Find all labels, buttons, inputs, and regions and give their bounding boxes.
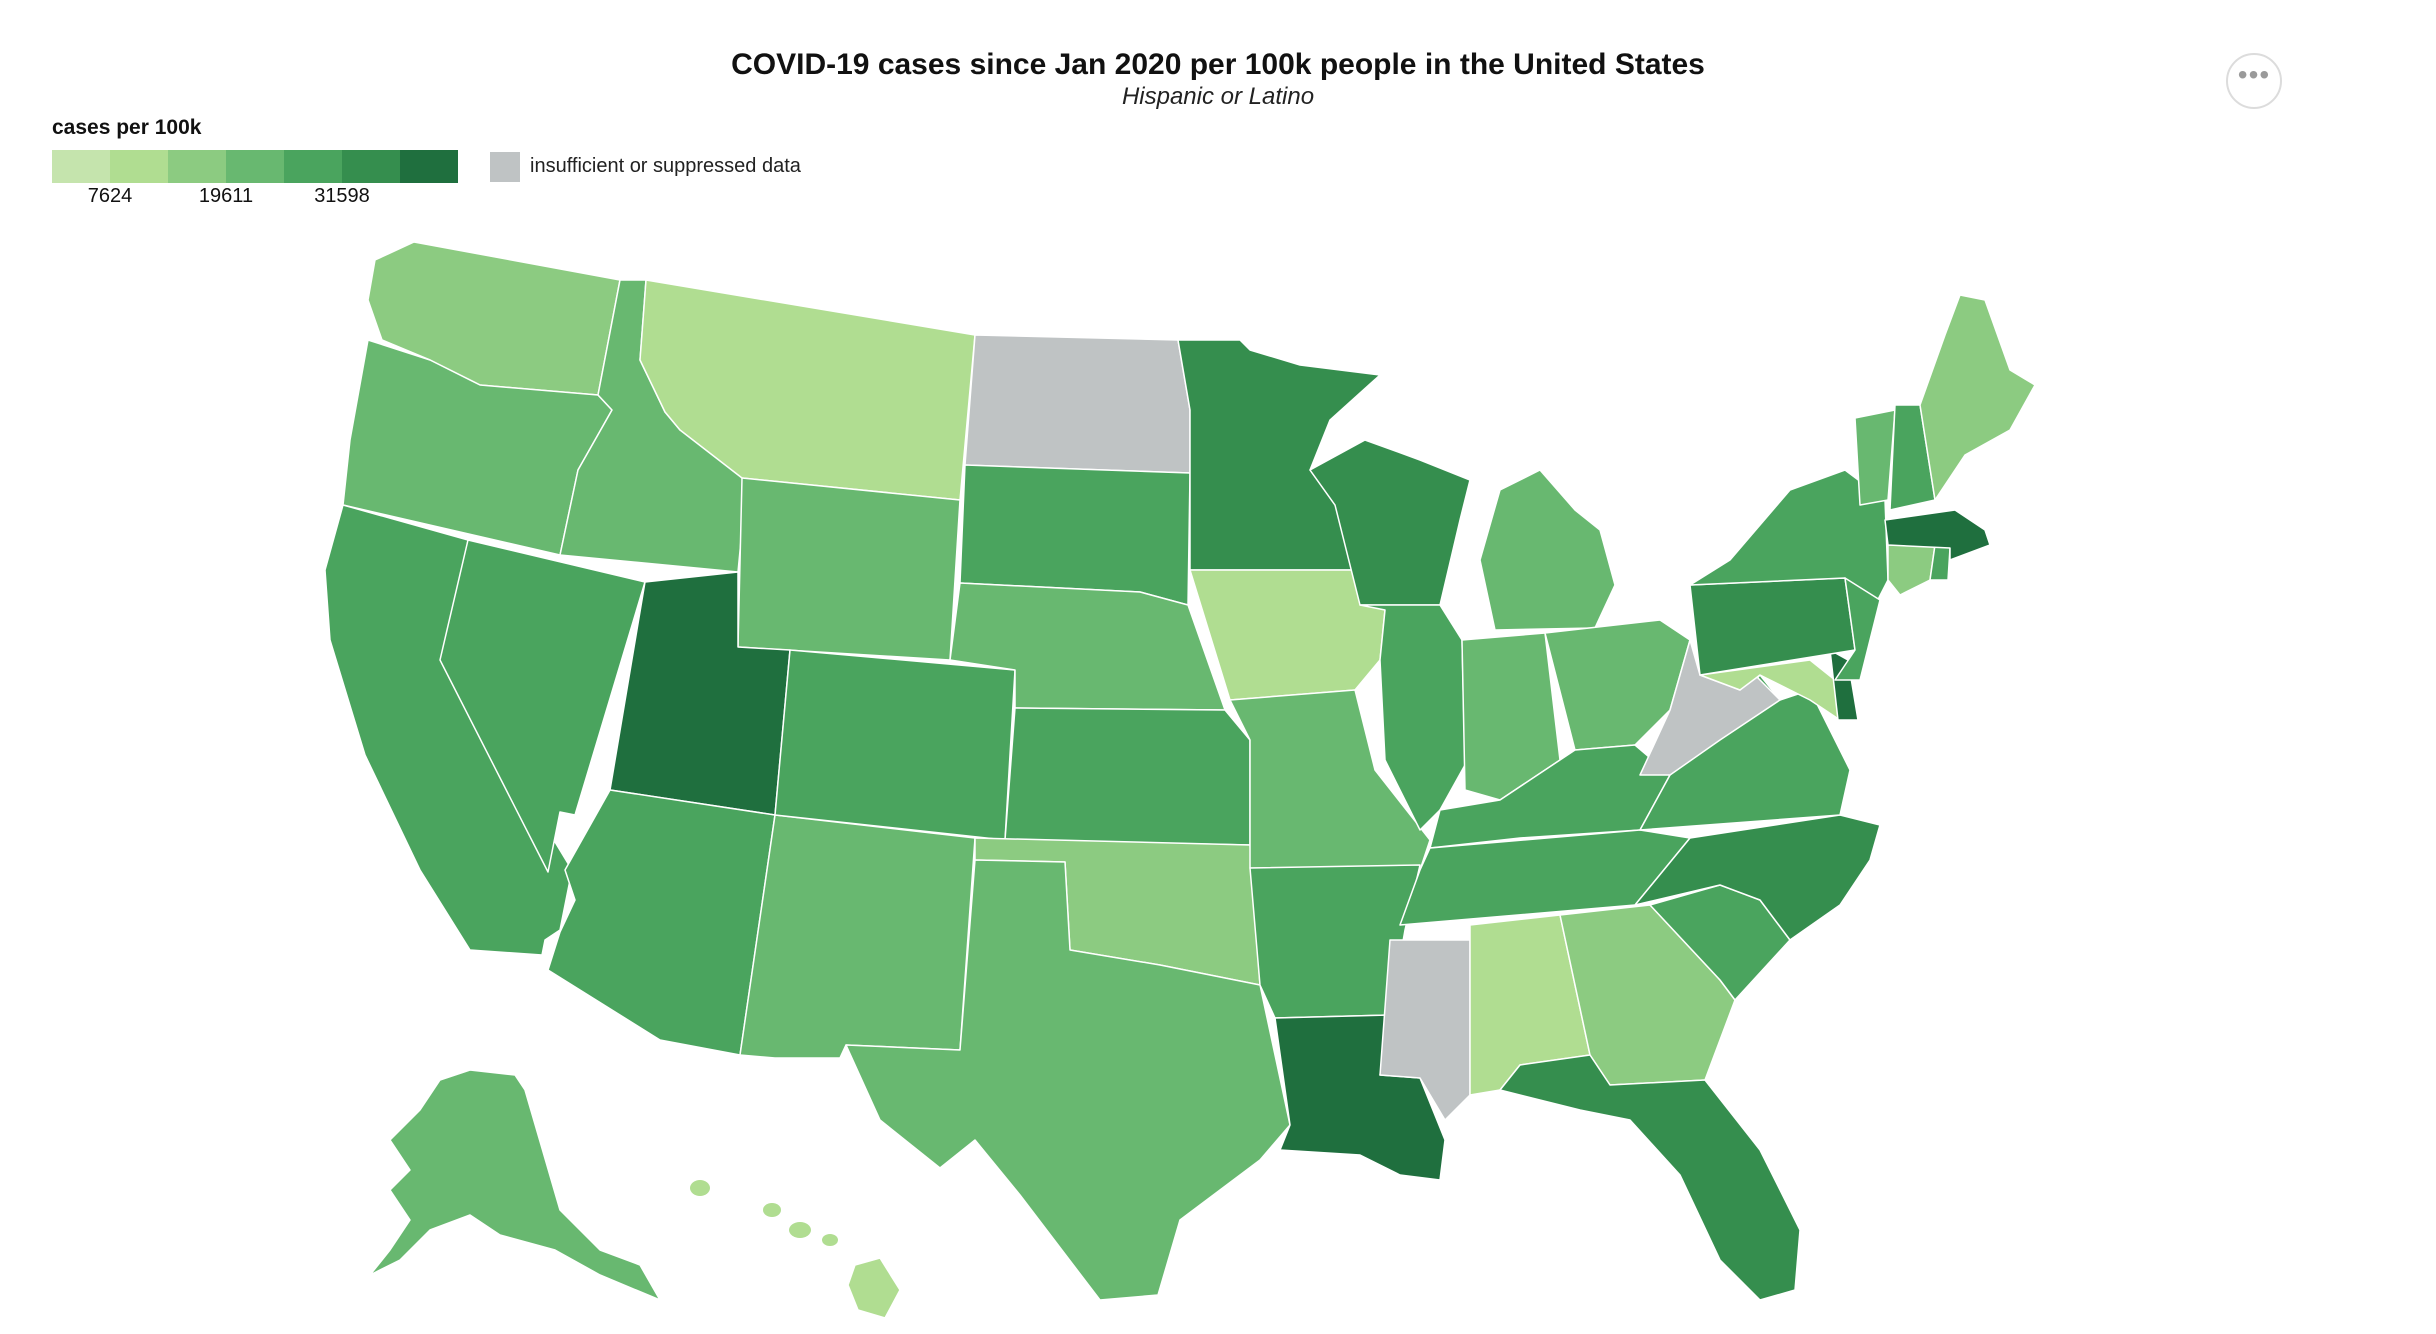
- state-az[interactable]: [547, 789, 776, 1056]
- state-tx[interactable]: [845, 859, 1291, 1301]
- legend-swatch: [110, 150, 168, 183]
- state-co[interactable]: [774, 649, 1016, 841]
- state-ma[interactable]: [1884, 509, 1991, 561]
- state-hi-island[interactable]: [690, 1180, 710, 1196]
- state-ak[interactable]: [369, 1069, 661, 1301]
- chart-subtitle: Hispanic or Latino: [1121, 83, 1315, 110]
- legend-swatch: [52, 150, 110, 183]
- legend-tick-label: 31598: [314, 185, 370, 207]
- state-md[interactable]: [1699, 659, 1841, 721]
- chart-title: COVID-19 cases since Jan 2020 per 100k p…: [731, 48, 1705, 81]
- legend-swatch: [400, 150, 458, 183]
- state-il[interactable]: [1359, 604, 1466, 831]
- state-pa[interactable]: [1689, 577, 1856, 676]
- state-nd[interactable]: [964, 334, 1191, 474]
- state-mo[interactable]: [1229, 689, 1431, 871]
- state-nc[interactable]: [1634, 814, 1881, 941]
- state-wi[interactable]: [1309, 439, 1471, 606]
- state-ct[interactable]: [1887, 544, 1936, 596]
- state-hi-island[interactable]: [763, 1203, 781, 1217]
- legend-title: cases per 100k: [52, 116, 202, 139]
- no-data-label: insufficient or suppressed data: [530, 155, 801, 177]
- no-data-swatch: [490, 152, 520, 182]
- state-nm[interactable]: [739, 814, 976, 1059]
- state-mi[interactable]: [1479, 469, 1616, 631]
- legend-swatch: [168, 150, 226, 183]
- state-hi-island[interactable]: [822, 1234, 838, 1246]
- more-horizontal-icon: •••: [2237, 59, 2271, 90]
- state-me[interactable]: [1919, 294, 2036, 501]
- state-nj[interactable]: [1834, 577, 1881, 681]
- state-hi[interactable]: [847, 1257, 901, 1319]
- legend-tick-label: 19611: [198, 185, 254, 207]
- state-ks[interactable]: [1004, 707, 1251, 846]
- legend-tick-label: 7624: [87, 185, 133, 207]
- legend-swatch: [342, 150, 400, 183]
- legend-swatch: [284, 150, 342, 183]
- more-options-button[interactable]: •••: [2226, 53, 2282, 109]
- state-de[interactable]: [1829, 649, 1859, 721]
- state-vt[interactable]: [1854, 409, 1896, 506]
- state-fl[interactable]: [1499, 1054, 1801, 1301]
- legend-color-scale: [52, 150, 458, 183]
- legend-swatch: [226, 150, 284, 183]
- state-hi-island[interactable]: [789, 1222, 811, 1238]
- state-wy[interactable]: [737, 477, 961, 661]
